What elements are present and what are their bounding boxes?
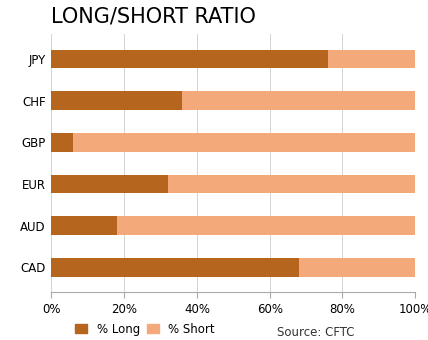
- Text: Source: CFTC: Source: CFTC: [277, 326, 354, 339]
- Bar: [51, 175, 168, 193]
- Legend: % Long, % Short: % Long, % Short: [75, 323, 215, 336]
- Text: LONG/SHORT RATIO: LONG/SHORT RATIO: [51, 7, 256, 27]
- Bar: [73, 133, 415, 152]
- Bar: [182, 91, 415, 110]
- Bar: [168, 175, 415, 193]
- Bar: [51, 216, 117, 235]
- Bar: [51, 91, 182, 110]
- Bar: [51, 258, 299, 277]
- Bar: [328, 50, 415, 68]
- Bar: [51, 133, 73, 152]
- Bar: [299, 258, 415, 277]
- Bar: [117, 216, 415, 235]
- Bar: [51, 50, 328, 68]
